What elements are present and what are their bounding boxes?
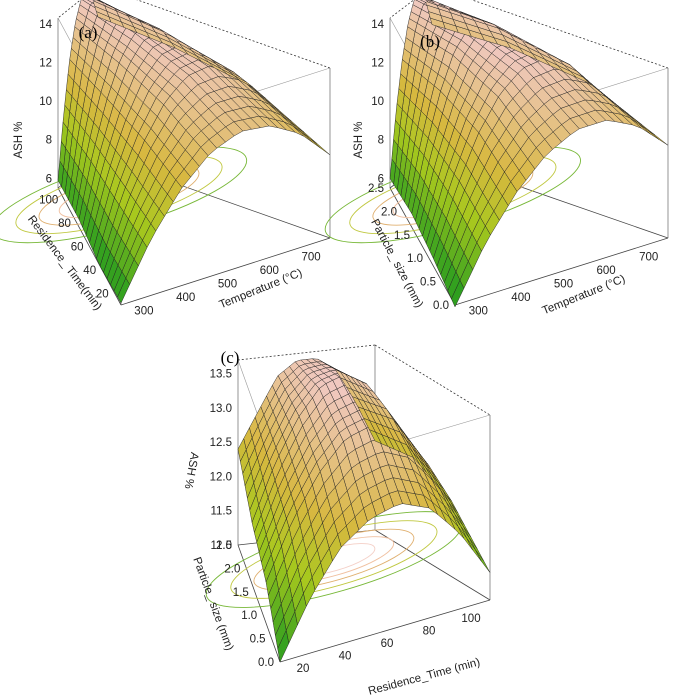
y-tick-label: 60 bbox=[71, 242, 84, 254]
y-tick-label: 1.0 bbox=[407, 253, 423, 265]
surface-facet bbox=[96, 0, 103, 3]
z-tick-label: 12.5 bbox=[210, 437, 232, 449]
response-surface bbox=[389, 0, 669, 308]
tick-labels: 11.0 11.5 12.0 12.5 13.0 13.5 20 40 60 80 100 0.0 0.… bbox=[210, 369, 481, 675]
x-tick-label: 400 bbox=[511, 292, 530, 304]
y-tick-label: 2.5 bbox=[368, 183, 384, 195]
z-tick-label: 13.5 bbox=[210, 369, 232, 381]
z-tick-label: 10 bbox=[39, 96, 52, 108]
y-tick-label: 0.5 bbox=[420, 277, 436, 289]
response-surface bbox=[57, 0, 331, 304]
z-tick-label: 12.0 bbox=[210, 471, 232, 483]
surface-facet bbox=[389, 158, 397, 185]
z-axis-label: ASH % bbox=[353, 121, 365, 158]
box-edge bbox=[374, 344, 491, 416]
z-tick-label: 6 bbox=[46, 173, 52, 185]
surface-facet bbox=[87, 0, 95, 4]
y-tick-label: 1.0 bbox=[241, 610, 257, 622]
y-tick-label: 80 bbox=[58, 218, 71, 230]
x-tick-label: 60 bbox=[381, 638, 394, 650]
z-tick-label: 8 bbox=[46, 135, 52, 147]
y-tick-label: 1.5 bbox=[394, 230, 410, 242]
z-tick-label: 11.0 bbox=[210, 540, 232, 552]
x-tick-label: 700 bbox=[302, 252, 321, 264]
x-axis-label: Residence_Time (min) bbox=[367, 656, 482, 695]
z-tick-label: 11.5 bbox=[210, 506, 232, 518]
floor-edge bbox=[374, 529, 491, 601]
x-tick-label: 100 bbox=[461, 613, 480, 625]
box-edge bbox=[136, 0, 331, 69]
box-edge bbox=[237, 344, 376, 361]
surface-panel-3: 11.0 11.5 12.0 12.5 13.0 13.5 20 40 60 80 100 0.0 0.… bbox=[182, 344, 491, 695]
panel-label: (a) bbox=[79, 23, 98, 42]
z-tick-label: 13.0 bbox=[210, 403, 232, 415]
x-tick-label: 80 bbox=[423, 626, 436, 638]
x-tick-label: 600 bbox=[597, 265, 616, 277]
y-tick-label: 20 bbox=[96, 288, 109, 300]
box-edge bbox=[57, 0, 82, 19]
x-tick-label: 700 bbox=[639, 252, 658, 264]
surface-facet bbox=[237, 437, 247, 462]
x-tick-label: 500 bbox=[218, 279, 237, 291]
floor-edge bbox=[279, 599, 491, 663]
y-tick-label: 0.5 bbox=[250, 634, 266, 646]
y-tick-label: 2.0 bbox=[381, 206, 397, 218]
panel-label: (b) bbox=[420, 32, 440, 51]
y-tick-label: 1.5 bbox=[233, 587, 249, 599]
surface-facet bbox=[428, 0, 433, 2]
z-tick-label: 8 bbox=[378, 135, 384, 147]
y-tick-label: 0.0 bbox=[258, 657, 274, 669]
x-tick-label: 600 bbox=[260, 265, 279, 277]
z-tick-label: 6 bbox=[378, 173, 384, 185]
floor-edge bbox=[237, 544, 281, 663]
y-tick-label: 0.0 bbox=[433, 300, 449, 312]
surface-facet bbox=[97, 0, 101, 2]
y-tick-label: 2.0 bbox=[224, 563, 240, 575]
surface-facet bbox=[468, 537, 484, 561]
y-tick-label: 100 bbox=[39, 195, 58, 207]
y-tick-label: 40 bbox=[83, 265, 96, 277]
box-edge bbox=[389, 0, 415, 19]
surface-facet bbox=[57, 160, 64, 188]
z-tick-label: 14 bbox=[39, 19, 52, 31]
x-tick-label: 500 bbox=[554, 279, 573, 291]
z-axis-label: ASH % bbox=[13, 121, 25, 158]
floor-edge bbox=[120, 237, 331, 306]
y-tick-label: 2.5 bbox=[216, 540, 232, 552]
x-tick-label: 20 bbox=[297, 663, 310, 675]
tick-labels: 6 8 10 12 14 300 400 500 600 700 0.0 0.5 1.0 1.5 2.0 2.… bbox=[368, 19, 658, 318]
x-tick-label: 400 bbox=[176, 292, 195, 304]
response-surface bbox=[237, 358, 491, 663]
floor-edge bbox=[57, 187, 122, 306]
z-tick-label: 12 bbox=[371, 57, 384, 69]
floor-edge bbox=[454, 237, 669, 306]
z-tick-label: 12 bbox=[39, 57, 52, 69]
surface-panel-2: 6 8 10 12 14 300 400 500 600 700 0.0 0.5 1.0 1.5 2.0 2.… bbox=[324, 0, 669, 318]
box-edge bbox=[471, 0, 669, 69]
z-axis-label: ASH % bbox=[182, 451, 200, 490]
panel-label: (c) bbox=[221, 348, 240, 367]
surface-facet bbox=[629, 117, 651, 135]
floor-edge bbox=[389, 187, 456, 306]
surface-facet bbox=[474, 549, 491, 573]
z-tick-label: 10 bbox=[371, 96, 384, 108]
z-tick-label: 14 bbox=[371, 19, 384, 31]
surface-facet bbox=[466, 537, 482, 562]
x-tick-label: 40 bbox=[339, 650, 352, 662]
x-tick-label: 300 bbox=[134, 305, 153, 317]
x-tick-label: 300 bbox=[469, 305, 488, 317]
